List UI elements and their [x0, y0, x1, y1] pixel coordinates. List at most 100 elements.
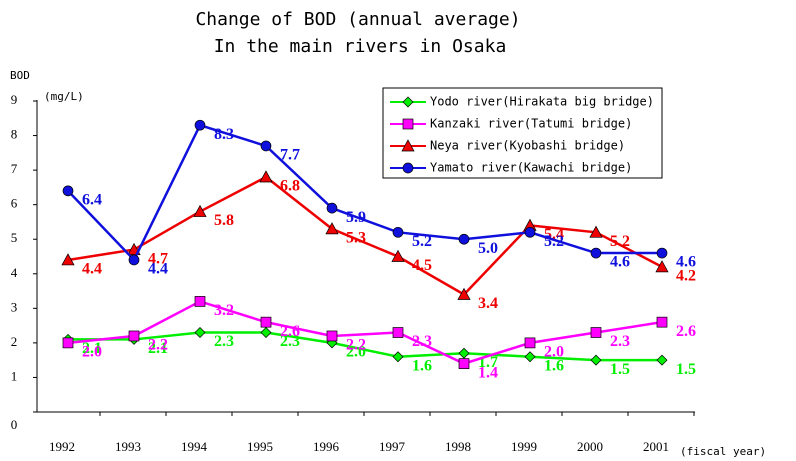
data-label: 2.0 — [544, 344, 564, 361]
marker — [590, 247, 602, 259]
legend-box — [382, 87, 663, 179]
marker — [326, 202, 338, 214]
marker — [260, 140, 272, 152]
x-tick-label: 1993 — [115, 439, 141, 454]
data-label: 2.0 — [346, 344, 366, 361]
marker — [656, 316, 668, 328]
data-label: 3.4 — [478, 295, 498, 312]
y-tick-label: 1 — [11, 368, 18, 383]
data-label: 4.6 — [676, 254, 696, 271]
data-label: 4.4 — [148, 261, 168, 278]
legend-label: Kanzaki river(Tatumi bridge) — [430, 117, 632, 131]
x-tick-label: 1995 — [247, 439, 273, 454]
marker — [458, 233, 470, 245]
marker — [655, 260, 669, 273]
data-label: 2.1 — [148, 340, 168, 357]
data-label: 5.8 — [214, 212, 234, 229]
data-label: 2.2 — [346, 337, 366, 354]
y-tick-label: 4 — [11, 265, 18, 280]
marker — [128, 254, 140, 266]
y-tick-label: 7 — [11, 161, 18, 176]
data-label: 4.7 — [148, 250, 168, 267]
data-label: 1.4 — [478, 364, 498, 381]
series-line — [67, 300, 663, 365]
marker — [194, 327, 206, 339]
marker — [259, 170, 273, 183]
data-label: 7.7 — [280, 147, 300, 164]
marker — [62, 185, 74, 197]
marker — [401, 139, 415, 152]
data-label: 2.3 — [412, 333, 432, 350]
marker — [590, 327, 602, 338]
marker — [402, 118, 414, 130]
marker — [392, 327, 404, 338]
marker — [260, 327, 272, 339]
data-label: 5.3 — [346, 230, 366, 247]
marker — [457, 287, 471, 300]
x-unit: (fiscal year) — [680, 445, 766, 458]
marker — [61, 253, 75, 266]
marker — [589, 225, 603, 238]
x-tick-label: 2000 — [577, 439, 603, 454]
data-label: 4.6 — [610, 254, 630, 271]
data-label: 4.5 — [412, 257, 432, 274]
data-label: 2.3 — [280, 333, 300, 350]
marker — [62, 337, 74, 349]
marker — [402, 96, 414, 108]
data-label: 2.0 — [82, 344, 102, 361]
marker — [391, 249, 405, 262]
y-tick-label: 6 — [11, 196, 18, 211]
series-line — [68, 331, 662, 362]
x-tick-label: 2001 — [643, 439, 669, 454]
marker — [392, 226, 404, 238]
marker — [260, 316, 272, 328]
data-label: 2.2 — [148, 337, 168, 354]
x-tick-label: 1997 — [379, 439, 406, 454]
marker — [524, 351, 536, 363]
marker — [458, 347, 470, 359]
chart-title: Change of BOD (annual average) — [195, 9, 520, 30]
marker — [524, 337, 536, 349]
marker — [590, 354, 602, 366]
x-tick-label: 1999 — [511, 439, 537, 454]
y-tick-label: 3 — [11, 299, 18, 314]
data-label: 5.2 — [610, 233, 630, 250]
x-tick-label: 1996 — [313, 439, 340, 454]
data-label: 6.8 — [280, 178, 300, 195]
marker — [458, 358, 470, 369]
y-label: BOD — [10, 69, 30, 82]
x-tick-label: 1998 — [445, 439, 471, 454]
marker — [392, 351, 404, 363]
data-label: 5.2 — [544, 233, 564, 250]
x-tick-label: 1994 — [181, 439, 208, 454]
marker — [656, 247, 668, 259]
marker — [128, 330, 140, 342]
data-label: 4.2 — [676, 268, 696, 285]
data-label: 1.5 — [610, 361, 630, 378]
legend-label: Yamato river(Kawachi bridge) — [430, 161, 632, 175]
data-label: 8.3 — [214, 126, 234, 143]
marker — [656, 354, 668, 366]
data-label: 2.6 — [280, 323, 300, 340]
x-tick-label: 1992 — [49, 439, 75, 454]
legend-label: Yodo river(Hirakata big bridge) — [430, 95, 654, 109]
marker — [326, 330, 338, 342]
y-tick-label: 5 — [11, 230, 18, 245]
data-label: 4.4 — [82, 261, 102, 278]
y-tick-label: 9 — [11, 92, 18, 107]
y-tick-label: 8 — [11, 127, 18, 142]
series-line — [67, 123, 662, 263]
data-label: 2.1 — [82, 340, 102, 357]
data-label: 5.9 — [346, 209, 366, 226]
y-tick-label: 2 — [11, 334, 18, 349]
marker — [194, 296, 206, 307]
data-label: 2.3 — [610, 333, 630, 350]
data-label: 5.2 — [412, 233, 432, 250]
marker — [193, 204, 207, 217]
chart-subtitle: In the main rivers in Osaka — [214, 36, 507, 57]
data-label: 1.5 — [676, 361, 696, 378]
y-unit: (mg/L) — [44, 90, 84, 103]
data-label: 1.6 — [412, 357, 432, 374]
data-label: 5.0 — [478, 240, 498, 257]
